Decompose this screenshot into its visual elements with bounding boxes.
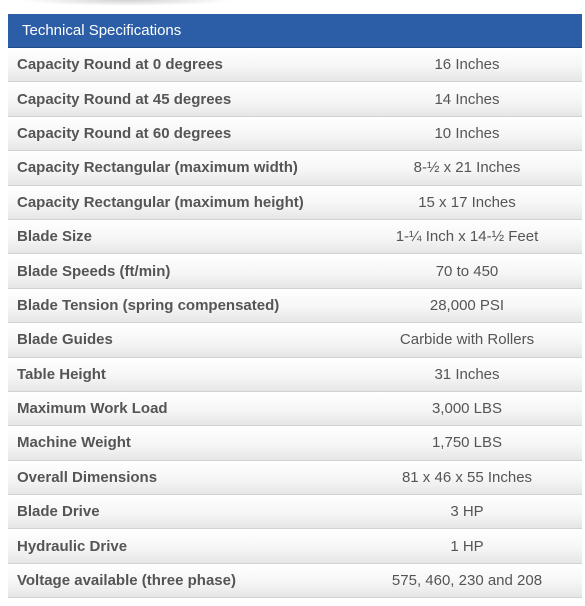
table-row: Capacity Round at 45 degrees 14 Inches xyxy=(8,82,582,117)
table-row: Blade Drive 3 HP xyxy=(8,495,582,530)
spec-label: Capacity Rectangular (maximum width) xyxy=(17,159,298,177)
spec-value: 16 Inches xyxy=(434,56,500,74)
spec-value: 1-¼ Inch x 14-½ Feet xyxy=(395,228,539,246)
spec-table: Technical Specifications Capacity Round … xyxy=(8,14,582,599)
spec-label: Blade Size xyxy=(17,228,93,246)
spec-label: Capacity Round at 45 degrees xyxy=(17,90,232,108)
table-row: Capacity Rectangular (maximum height) 15… xyxy=(8,185,582,220)
table-row: Blade Size 1-¼ Inch x 14-½ Feet xyxy=(8,219,582,255)
spec-value: 575, 460, 230 and 208 xyxy=(391,572,543,590)
spec-value: 3,000 LBS xyxy=(431,400,503,418)
table-row: Machine Weight 1,750 LBS xyxy=(8,426,582,461)
spec-value: 8-½ x 21 Inches xyxy=(413,159,521,177)
spec-label: Capacity Rectangular (maximum height) xyxy=(17,193,304,211)
spec-label: Blade Drive xyxy=(17,503,100,521)
spec-label: Overall Dimensions xyxy=(17,468,158,486)
decorative-shadow xyxy=(20,0,235,6)
spec-value: 70 to 450 xyxy=(435,262,499,280)
table-row: Blade Guides Carbide with Rollers xyxy=(8,323,582,358)
spec-value: 15 x 17 Inches xyxy=(418,193,516,211)
spec-value: 31 Inches xyxy=(434,365,500,383)
spec-label: Hydraulic Drive xyxy=(17,537,128,555)
spec-table-title: Technical Specifications xyxy=(8,14,582,48)
table-row: Capacity Round at 0 degrees 16 Inches xyxy=(8,48,582,83)
spec-value: 1,750 LBS xyxy=(431,434,503,452)
spec-label: Capacity Round at 60 degrees xyxy=(17,124,232,142)
spec-label: Voltage available (three phase) xyxy=(17,572,236,590)
spec-label: Table Height xyxy=(17,365,106,383)
table-row: Blade Speeds (ft/min) 70 to 450 xyxy=(8,254,582,289)
spec-value: 14 Inches xyxy=(434,90,500,108)
spec-label: Blade Tension (spring compensated) xyxy=(17,296,280,314)
spec-value: 28,000 PSI xyxy=(429,296,505,314)
table-row: Hydraulic Drive 1 HP xyxy=(8,529,582,564)
spec-value: 10 Inches xyxy=(434,124,500,142)
table-row: Table Height 31 Inches xyxy=(8,357,582,392)
spec-value: 1 HP xyxy=(450,537,484,555)
table-row: Overall Dimensions 81 x 46 x 55 Inches xyxy=(8,460,582,496)
table-row: Voltage available (three phase) 575, 460… xyxy=(8,563,582,599)
spec-label: Blade Guides xyxy=(17,331,113,349)
table-row: Maximum Work Load 3,000 LBS xyxy=(8,391,582,427)
table-row: Capacity Rectangular (maximum width) 8-½… xyxy=(8,151,582,186)
spec-label: Machine Weight xyxy=(17,434,131,452)
table-row: Blade Tension (spring compensated) 28,00… xyxy=(8,288,582,324)
spec-label: Capacity Round at 0 degrees xyxy=(17,56,223,74)
spec-value: 81 x 46 x 55 Inches xyxy=(401,468,533,486)
spec-value: Carbide with Rollers xyxy=(399,331,535,349)
table-row: Capacity Round at 60 degrees 10 Inches xyxy=(8,116,582,152)
spec-label: Blade Speeds (ft/min) xyxy=(17,262,171,280)
spec-label: Maximum Work Load xyxy=(17,400,168,418)
spec-value: 3 HP xyxy=(450,503,484,521)
